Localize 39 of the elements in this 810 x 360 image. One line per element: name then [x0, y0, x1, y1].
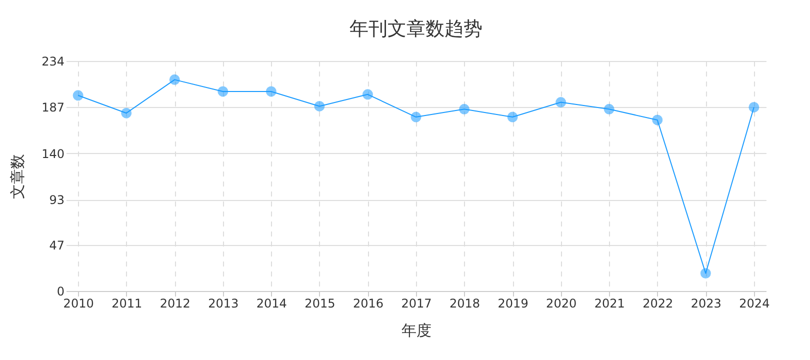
x-tick-label: 2020	[546, 296, 577, 310]
y-tick-label: 0	[56, 284, 64, 298]
y-tick-label: 234	[42, 54, 64, 68]
x-tick-label: 2012	[160, 296, 190, 310]
point	[748, 102, 760, 112]
x-tick-label: 2021	[594, 296, 625, 310]
point	[72, 90, 84, 101]
point	[121, 108, 132, 118]
x-tick-label: 2011	[112, 296, 142, 310]
x-tick-label: 2022	[642, 296, 674, 310]
point	[410, 112, 422, 122]
point	[652, 114, 663, 126]
point	[556, 97, 566, 108]
x-tick-label: 2017	[401, 296, 432, 310]
point	[700, 268, 711, 279]
x-tick-label: 2013	[208, 296, 239, 310]
y-axis-title: 文章数	[8, 154, 27, 199]
point	[507, 112, 518, 122]
point	[362, 89, 373, 100]
y-tick-label: 187	[42, 100, 64, 115]
point	[459, 104, 470, 114]
x-tick-label: 2019	[498, 296, 528, 310]
point	[604, 104, 614, 114]
point	[169, 74, 180, 85]
x-tick-label: 2015	[304, 296, 336, 310]
chart-title: 年刊文章数趋势	[350, 18, 482, 40]
y-tick-label: 47	[49, 238, 64, 252]
x-axis-title: 年度	[402, 322, 432, 340]
x-tick-label: 2018	[450, 296, 480, 310]
x-tick-label: 2016	[352, 296, 384, 310]
x-tick-label: 2010	[63, 296, 94, 310]
point	[266, 86, 276, 97]
y-tick-label: 93	[49, 193, 64, 208]
x-tick-label: 2023	[690, 296, 722, 310]
x-tick-label: 2014	[256, 296, 287, 310]
y-tick-label: 140	[42, 146, 64, 161]
x-tick-label: 2024	[739, 296, 770, 310]
point	[314, 100, 325, 112]
point	[218, 86, 228, 97]
